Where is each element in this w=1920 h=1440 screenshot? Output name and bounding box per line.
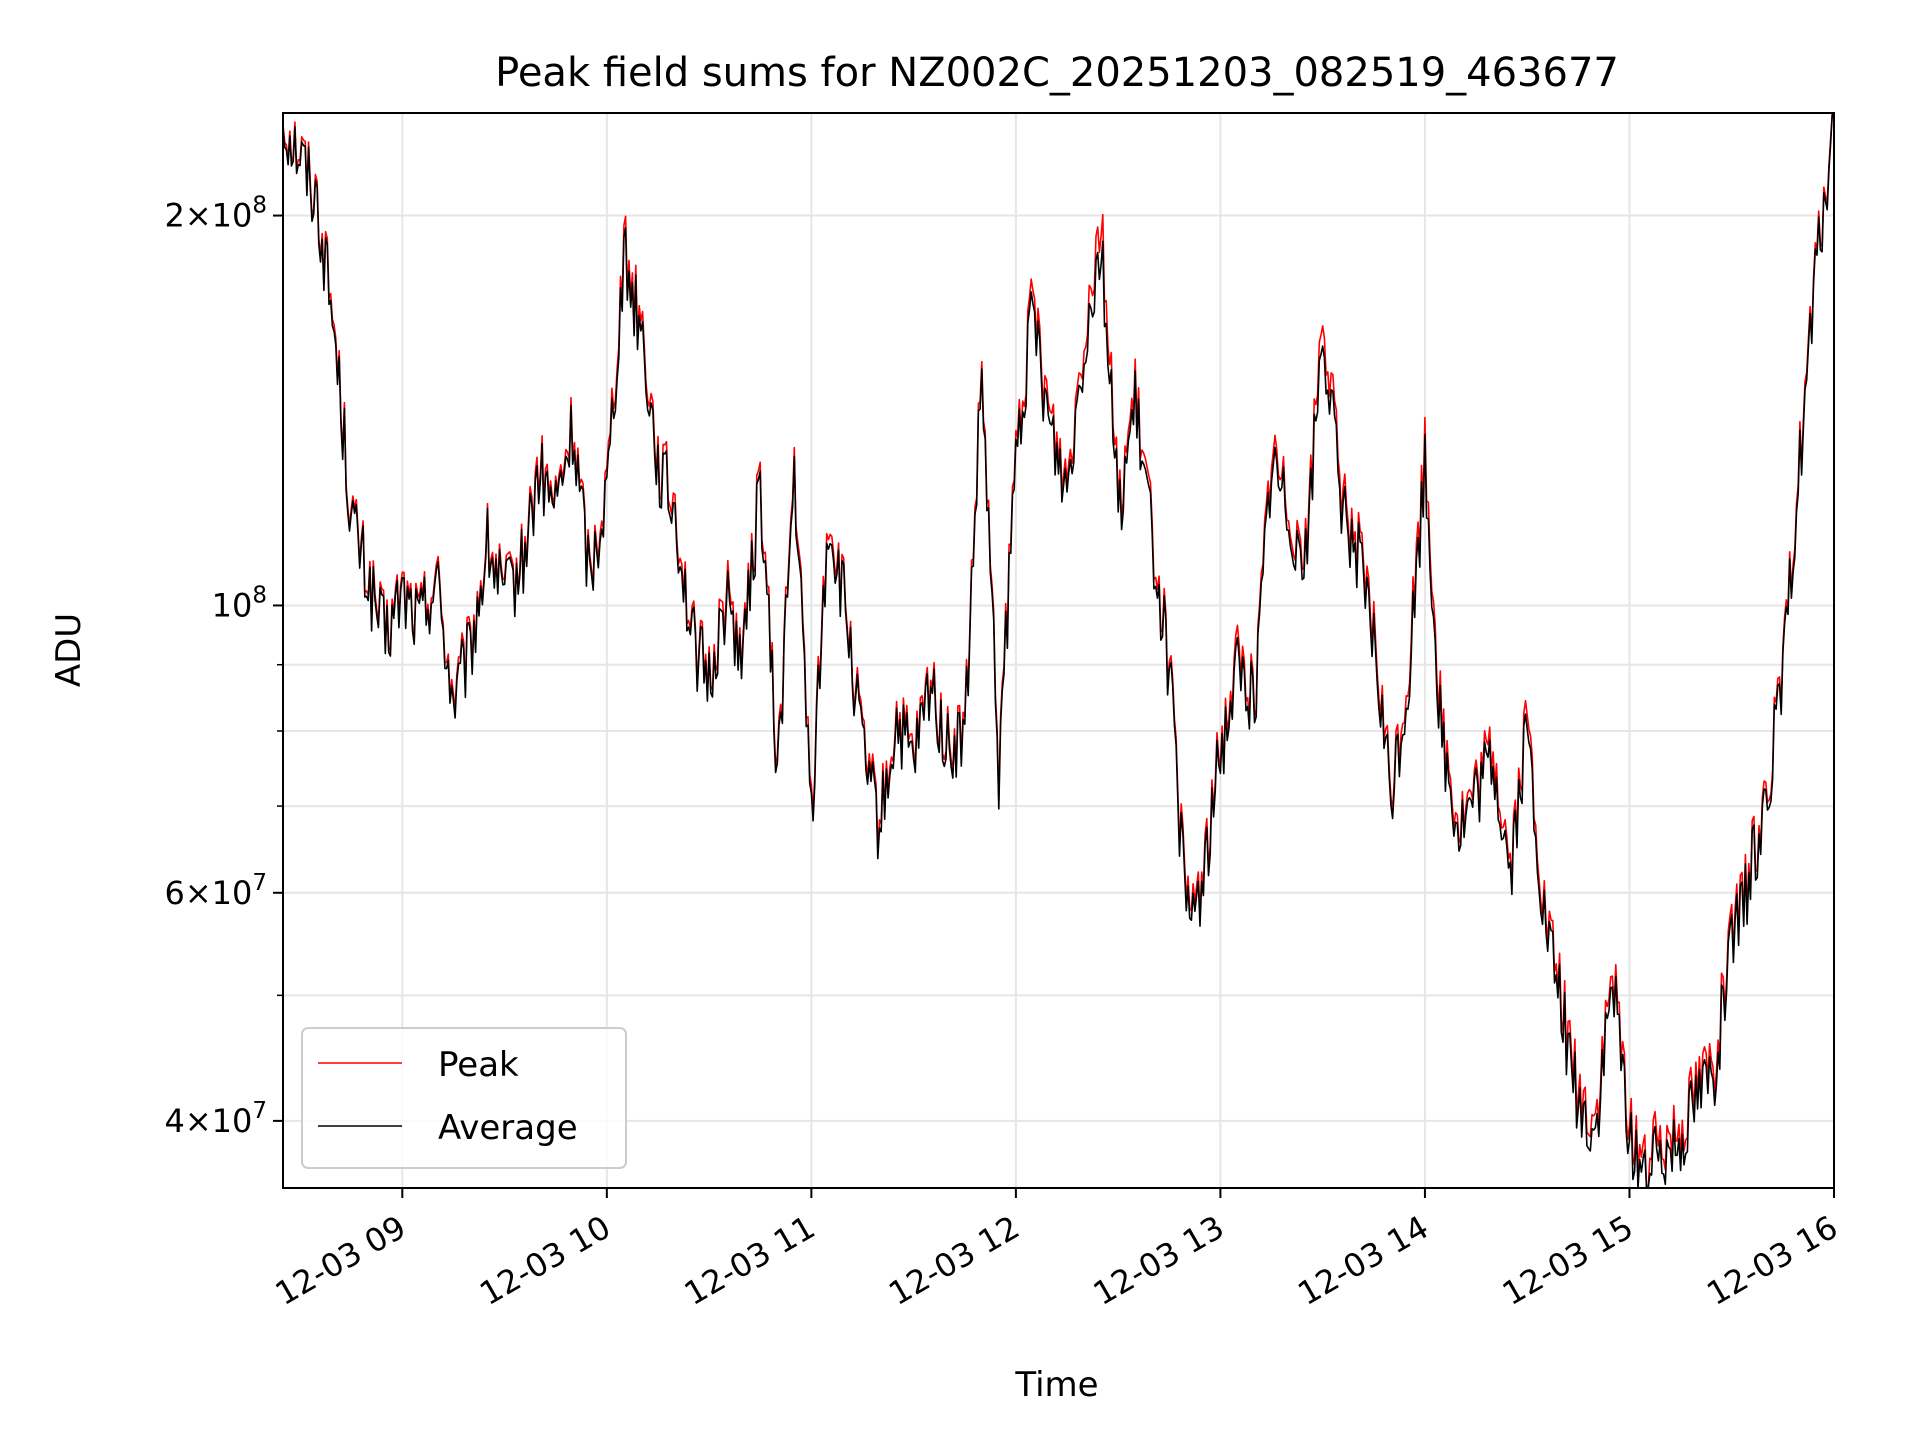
legend-label-peak: Peak — [438, 1045, 519, 1085]
y-tick-label: 4×107 — [164, 1098, 267, 1140]
series-layer — [282, 112, 1835, 1189]
x-axis-label: Time — [1014, 1365, 1098, 1405]
plot-frame — [282, 112, 1835, 1189]
legend: Peak Average — [301, 1027, 627, 1169]
legend-label-average: Average — [438, 1108, 578, 1148]
series-line-average — [282, 112, 1835, 1189]
y-tick-label: 108 — [212, 582, 267, 624]
y-tick-label: 2×108 — [164, 193, 267, 235]
y-tick-label: 6×107 — [164, 870, 267, 912]
y-axis-label: ADU — [49, 613, 89, 687]
chart-title: Peak field sums for NZ002C_20251203_0825… — [495, 50, 1619, 96]
